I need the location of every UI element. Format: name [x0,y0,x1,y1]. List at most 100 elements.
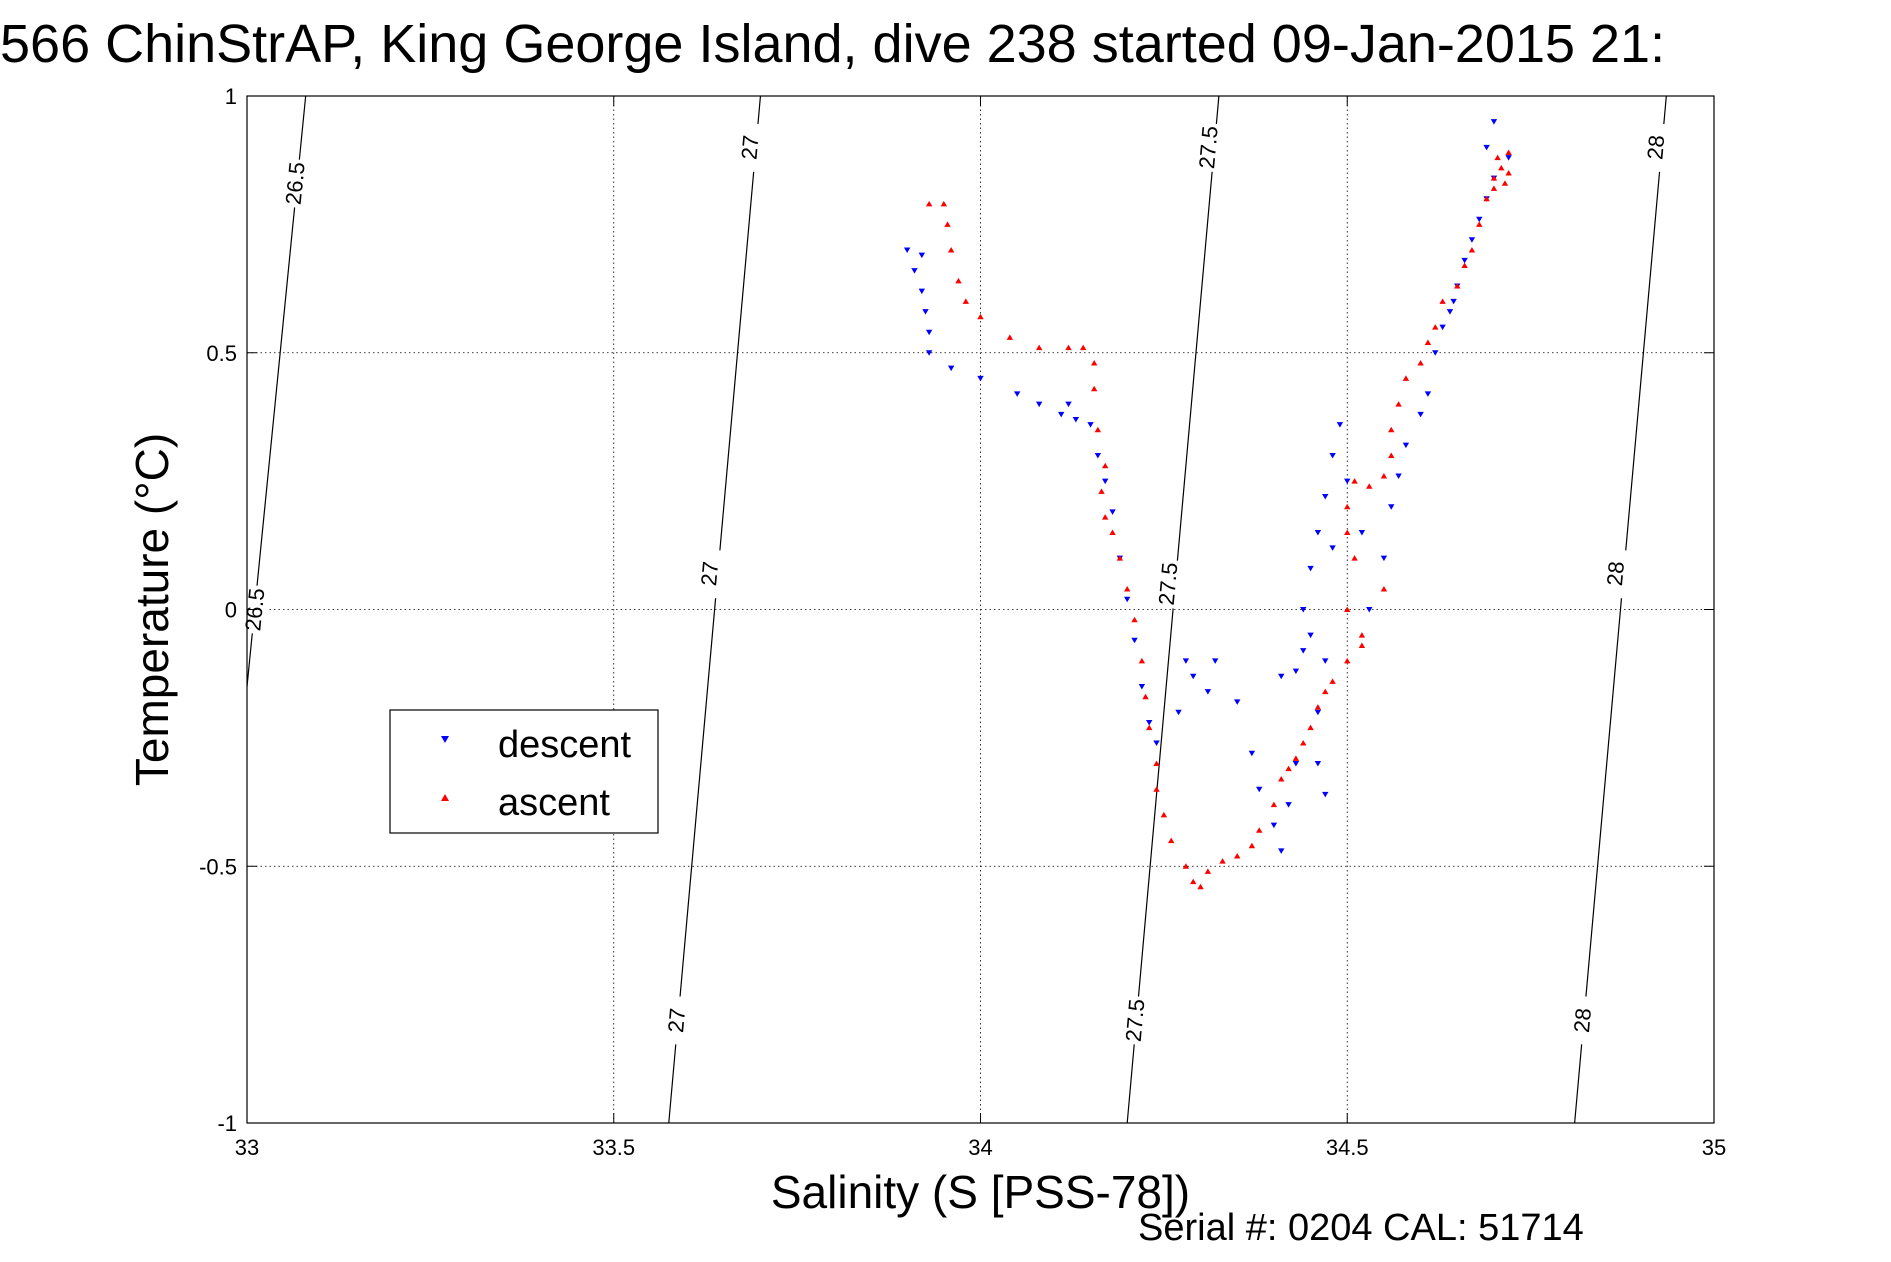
descent-point [1307,565,1314,572]
x-tick-label: 33 [235,1135,259,1160]
descent-point [1505,155,1512,161]
serial-calibration-footer: Serial #: 0204 CAL: 51714 [1138,1207,1584,1249]
ascent-point [1505,149,1512,155]
descent-point [1109,509,1116,515]
descent-point [1278,848,1285,854]
descent-point [1461,257,1468,264]
legend-ascent-marker [441,794,449,801]
ascent-point [1314,704,1322,710]
descent-point [918,252,926,259]
ascent-point [1270,801,1278,808]
isopycnal-line [668,95,762,1124]
isopycnal-label: 27.5 [1154,561,1183,606]
descent-point [1131,637,1138,644]
descent-point [1314,709,1322,716]
descent-point [1072,417,1080,423]
ascent-point [1461,262,1468,268]
legend: descent ascent [389,709,659,834]
descent-point [911,268,918,274]
descent-point [1476,216,1483,223]
ascent-point [1131,616,1138,623]
ascent-point [1351,478,1358,484]
ascent-point [1248,842,1256,849]
ascent-point [1358,632,1366,638]
descent-point [1402,442,1410,449]
y-tick-label: -1 [217,1111,237,1136]
series-ascent [925,149,1512,890]
ascent-point [1505,170,1512,176]
descent-point [1124,596,1131,603]
y-tick-label: -0.5 [199,854,237,879]
ascent-point [1454,282,1461,289]
ascent-point [1498,164,1505,171]
ascent-point [1344,606,1351,612]
ascent-point [1388,452,1395,458]
ascent-point [1116,555,1124,561]
descent-point [1314,761,1322,767]
ascent-point [1160,811,1168,818]
isopycnal-line [1574,95,1667,1124]
descent-point [1065,401,1072,408]
ascent-point [1344,503,1351,510]
descent-point [1366,607,1373,613]
isopycnal-label-background [1192,122,1223,173]
ascent-point [962,298,970,304]
descent-point [1013,391,1021,397]
ascent-point [1006,334,1014,340]
ascent-point [1146,724,1153,731]
descent-point [1256,786,1263,793]
descent-point [1380,555,1388,562]
isopycnal-label-background [1566,995,1598,1046]
ascent-point [1153,760,1160,767]
descent-point [1300,648,1307,654]
ascent-point [1417,360,1424,366]
ascent-point [1101,514,1109,520]
ascent-point [1098,488,1105,494]
isopycnal-label: 27 [663,1007,690,1034]
descent-point [1035,401,1043,408]
descent-point [1336,422,1344,428]
ascent-point [1329,678,1336,684]
descent-point [922,309,929,315]
descent-point [1329,452,1336,459]
ascent-point [1300,740,1307,746]
ascent-point [1490,185,1498,191]
ascent-point [1138,657,1146,664]
legend-ascent-label: ascent [498,782,610,824]
x-axis-label: Salinity (S [PSS-78]) [771,1166,1190,1218]
descent-point [1057,411,1065,418]
chart-title: 566 ChinStrAP, King George Island, dive … [0,14,1665,74]
descent-point [1094,452,1102,459]
descent-point [1307,632,1314,639]
descent-point [1182,658,1190,664]
isopycnal-label-background [1152,558,1183,609]
ascent-point [1501,180,1509,186]
ascent-point [1285,765,1292,772]
ascent-point [977,313,984,320]
y-tick-label: 0.5 [206,341,237,366]
ascent-point [1494,154,1501,161]
ascent-point [1109,529,1116,535]
ascent-point [1380,472,1388,479]
descent-point [1450,298,1457,305]
descent-point [1432,350,1439,356]
x-tick-label: 35 [1702,1135,1726,1160]
descent-point [1204,689,1212,695]
ascent-point [1190,878,1197,885]
descent-point [1358,529,1366,536]
ascent-point [1168,837,1175,844]
legend-descent-label: descent [498,724,632,766]
isopycnal-label-background [1640,122,1671,173]
ascent-point [1402,375,1410,381]
descent-point [1146,719,1153,726]
descent-point [1446,309,1454,315]
descent-point [1234,699,1241,705]
ascent-point [1432,324,1439,330]
ascent-point [1090,385,1098,392]
descent-point [1153,740,1160,747]
isopycnal-label: 27 [696,560,723,587]
descent-point [1278,673,1285,680]
ascent-point [1094,426,1102,433]
series-descent [903,119,1512,854]
